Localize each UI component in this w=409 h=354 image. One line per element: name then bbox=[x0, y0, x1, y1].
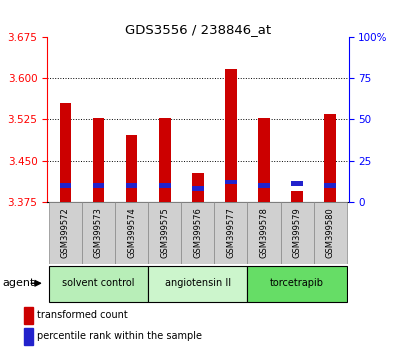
Text: GSM399576: GSM399576 bbox=[193, 207, 202, 258]
Bar bbox=[324, 114, 335, 202]
Bar bbox=[324, 183, 335, 188]
Text: solvent control: solvent control bbox=[62, 278, 135, 288]
Text: transformed count: transformed count bbox=[37, 310, 128, 320]
FancyBboxPatch shape bbox=[82, 202, 115, 264]
Bar bbox=[126, 183, 137, 188]
Bar bbox=[126, 135, 137, 202]
FancyBboxPatch shape bbox=[214, 202, 247, 264]
FancyBboxPatch shape bbox=[148, 202, 181, 264]
Bar bbox=[24, 328, 33, 345]
Bar bbox=[59, 103, 71, 202]
Text: agent: agent bbox=[2, 278, 35, 288]
Text: GSM399575: GSM399575 bbox=[160, 207, 169, 258]
Text: GSM399580: GSM399580 bbox=[325, 207, 334, 258]
Text: torcetrapib: torcetrapib bbox=[270, 278, 324, 288]
Text: GSM399574: GSM399574 bbox=[127, 207, 136, 258]
Bar bbox=[59, 183, 71, 188]
FancyBboxPatch shape bbox=[115, 202, 148, 264]
Text: GSM399572: GSM399572 bbox=[61, 207, 70, 258]
Bar bbox=[191, 173, 203, 202]
FancyBboxPatch shape bbox=[247, 202, 280, 264]
Bar bbox=[258, 118, 269, 202]
FancyBboxPatch shape bbox=[280, 202, 313, 264]
FancyBboxPatch shape bbox=[148, 266, 247, 302]
FancyBboxPatch shape bbox=[181, 202, 214, 264]
Bar bbox=[225, 179, 236, 184]
FancyBboxPatch shape bbox=[247, 266, 346, 302]
Bar bbox=[258, 183, 269, 188]
Title: GDS3556 / 238846_at: GDS3556 / 238846_at bbox=[124, 23, 270, 36]
FancyBboxPatch shape bbox=[313, 202, 346, 264]
Bar bbox=[24, 307, 33, 324]
Text: GSM399577: GSM399577 bbox=[226, 207, 235, 258]
Text: angiotensin II: angiotensin II bbox=[164, 278, 230, 288]
Bar bbox=[191, 186, 203, 191]
Bar bbox=[291, 181, 302, 186]
Text: GSM399573: GSM399573 bbox=[94, 207, 103, 258]
Bar bbox=[225, 69, 236, 202]
FancyBboxPatch shape bbox=[49, 202, 82, 264]
Bar bbox=[92, 183, 104, 188]
Text: GSM399579: GSM399579 bbox=[292, 207, 301, 258]
Text: percentile rank within the sample: percentile rank within the sample bbox=[37, 331, 202, 341]
Bar bbox=[291, 191, 302, 202]
Text: GSM399578: GSM399578 bbox=[259, 207, 268, 258]
Bar bbox=[92, 118, 104, 202]
FancyBboxPatch shape bbox=[49, 266, 148, 302]
Bar bbox=[159, 183, 170, 188]
Bar bbox=[159, 118, 170, 202]
